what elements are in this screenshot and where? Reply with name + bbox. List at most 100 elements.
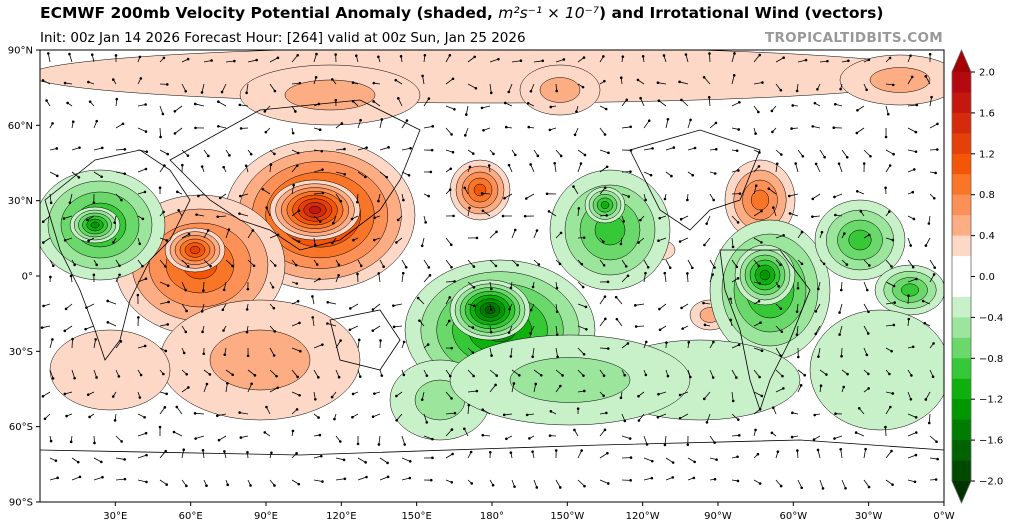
wind-vector-head	[867, 485, 871, 489]
wind-vector	[731, 413, 739, 420]
wind-vector	[195, 103, 205, 107]
wind-vector-head	[910, 374, 913, 377]
wind-vector	[907, 432, 917, 437]
wind-vector-head	[488, 450, 492, 454]
wind-vector-head	[87, 239, 90, 243]
wind-vector	[555, 479, 561, 488]
wind-vector	[291, 210, 300, 217]
wind-vector	[775, 163, 778, 173]
wind-vector-head	[821, 487, 825, 490]
wind-vector-head	[253, 374, 257, 377]
wind-vector	[445, 127, 452, 135]
wind-vector	[93, 147, 103, 151]
wind-vector-head	[463, 427, 466, 431]
wind-vector-head	[163, 406, 167, 409]
wind-vector-head	[581, 85, 585, 89]
wind-vector-head	[431, 456, 434, 460]
wind-vector-head	[311, 295, 314, 298]
wind-vector-head	[519, 59, 523, 63]
wind-vector-head	[924, 398, 928, 401]
wind-vector-head	[68, 52, 71, 56]
wind-vector-head	[405, 119, 409, 122]
lon-label: 60°W	[779, 511, 807, 522]
wind-vector-head	[651, 147, 654, 150]
wind-vector	[225, 383, 228, 393]
wind-vector-head	[144, 431, 148, 435]
colorbar-tick-label: −0.4	[979, 313, 1003, 324]
wind-vector-head	[371, 308, 375, 311]
wind-vector-head	[702, 397, 706, 401]
wind-vector-head	[702, 301, 705, 305]
wind-vector	[511, 60, 521, 63]
wind-vector	[173, 431, 183, 437]
wind-vector-head	[377, 272, 381, 275]
wind-vector-head	[775, 162, 779, 166]
wind-vector-head	[201, 449, 205, 452]
wind-vector	[907, 76, 913, 85]
wind-vector	[863, 149, 871, 157]
wind-vector	[731, 259, 738, 268]
wind-vector-head	[624, 265, 628, 268]
wind-vector	[658, 100, 667, 107]
wind-vector-head	[813, 101, 817, 105]
wind-vector	[753, 54, 760, 63]
wind-vector	[372, 303, 381, 310]
wind-vector-head	[296, 375, 299, 379]
wind-vector-head	[714, 147, 718, 151]
wind-vector-head	[217, 124, 220, 128]
wind-vector-head	[95, 119, 99, 123]
wind-vector-head	[450, 133, 453, 136]
wind-vector	[839, 303, 843, 313]
wind-vector-head	[78, 475, 82, 479]
wind-vector-head	[239, 436, 243, 439]
wind-vector-head	[494, 264, 498, 268]
wind-vector	[679, 81, 689, 85]
wind-vector	[195, 412, 205, 415]
wind-vector	[357, 339, 360, 349]
wind-vector-head	[581, 285, 585, 289]
wind-vector	[335, 478, 345, 481]
wind-vector-head	[837, 162, 841, 165]
wind-vector-head	[252, 264, 256, 268]
wind-vector	[907, 259, 914, 268]
wind-vector-head	[795, 333, 799, 336]
wind-vector-head	[758, 151, 761, 154]
wind-vector-head	[737, 434, 741, 437]
wind-vector	[195, 435, 205, 439]
wind-vector-head	[513, 228, 517, 232]
wind-vector-head	[666, 374, 670, 378]
wind-vector-head	[866, 332, 870, 335]
wind-vector-head	[339, 440, 342, 443]
wind-vector-head	[351, 415, 354, 419]
wind-vector	[63, 215, 73, 219]
wind-vector-head	[782, 234, 785, 237]
wind-vector-head	[356, 442, 360, 446]
wind-vector-head	[803, 373, 807, 377]
wind-vector	[218, 435, 227, 441]
wind-vector-head	[791, 411, 794, 415]
wind-vector-head	[68, 201, 72, 205]
wind-vector-head	[54, 459, 58, 462]
wind-vector	[599, 347, 609, 349]
wind-vector-head	[758, 375, 761, 379]
wind-vector	[93, 369, 97, 378]
wind-vector-head	[348, 328, 352, 332]
wind-vector	[775, 479, 782, 487]
wind-vector-head	[276, 386, 279, 390]
wind-vector	[511, 369, 520, 376]
wind-vector-head	[562, 58, 566, 61]
wind-vector-head	[505, 437, 508, 441]
wind-vector-head	[839, 288, 843, 292]
wind-vector-head	[264, 130, 268, 134]
wind-vector-head	[814, 162, 818, 166]
wind-vector	[863, 325, 869, 334]
wind-vector-head	[447, 319, 451, 323]
wind-vector-head	[838, 311, 841, 314]
wind-vector	[262, 188, 271, 195]
wind-vector	[686, 273, 689, 283]
wind-vector-head	[205, 484, 208, 488]
wind-vector-head	[193, 412, 197, 415]
wind-vector-head	[892, 323, 896, 327]
wind-vector	[709, 435, 716, 443]
wind-vector-head	[246, 451, 249, 454]
